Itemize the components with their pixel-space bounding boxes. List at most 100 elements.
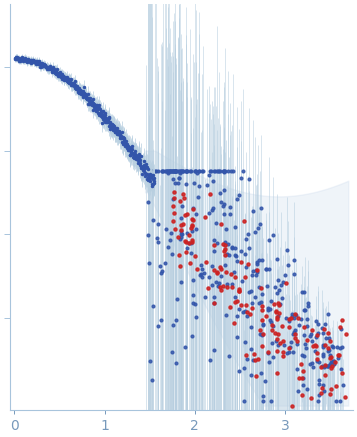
Point <box>218 221 224 228</box>
Point <box>172 225 178 232</box>
Point <box>220 240 226 247</box>
Point <box>189 238 195 245</box>
Point <box>188 225 194 232</box>
Point <box>304 336 310 343</box>
Point <box>186 232 192 239</box>
Point <box>243 302 249 309</box>
Point <box>223 269 229 276</box>
Point <box>255 266 260 273</box>
Point <box>275 299 281 306</box>
Point <box>182 212 187 219</box>
Point <box>310 343 315 350</box>
Point <box>336 351 342 358</box>
Point <box>218 266 224 273</box>
Point <box>340 370 345 377</box>
Point <box>222 246 227 253</box>
Point <box>328 385 334 392</box>
Point <box>318 364 324 371</box>
Point <box>275 313 280 320</box>
Point <box>214 270 220 277</box>
Point <box>202 214 207 221</box>
Point <box>243 352 248 359</box>
Point <box>325 345 331 352</box>
Point <box>280 338 286 345</box>
Point <box>318 390 324 397</box>
Point <box>249 305 255 312</box>
Point <box>259 342 265 349</box>
Point <box>328 337 333 344</box>
Point <box>337 323 343 330</box>
Point <box>280 352 286 359</box>
Point <box>274 315 280 322</box>
Point <box>286 324 292 331</box>
Point <box>276 309 282 316</box>
Point <box>252 357 257 364</box>
Point <box>178 221 184 228</box>
Point <box>274 348 280 355</box>
Point <box>247 310 252 317</box>
Point <box>189 223 195 230</box>
Point <box>178 227 183 234</box>
Point <box>214 268 220 275</box>
Point <box>251 350 257 357</box>
Point <box>187 260 193 267</box>
Point <box>260 330 266 337</box>
Point <box>234 298 240 305</box>
Point <box>319 385 325 392</box>
Point <box>186 239 191 246</box>
Point <box>183 249 189 256</box>
Point <box>236 288 241 295</box>
Point <box>170 203 175 210</box>
Point <box>330 362 335 369</box>
Point <box>276 302 282 309</box>
Point <box>176 252 181 259</box>
Point <box>221 247 227 254</box>
Point <box>260 317 265 324</box>
Point <box>280 349 286 356</box>
Point <box>206 284 211 291</box>
Point <box>308 395 313 402</box>
Point <box>313 343 319 350</box>
Point <box>271 301 277 308</box>
Point <box>171 194 177 201</box>
Point <box>253 372 259 379</box>
Point <box>172 189 177 196</box>
Point <box>230 284 235 291</box>
Point <box>170 218 176 225</box>
Point <box>314 349 320 356</box>
Point <box>322 362 327 369</box>
Point <box>181 194 187 201</box>
Point <box>274 336 280 343</box>
Point <box>298 360 304 367</box>
Point <box>339 317 345 324</box>
Point <box>322 342 327 349</box>
Point <box>238 258 244 265</box>
Point <box>327 391 332 398</box>
Point <box>207 190 213 197</box>
Point <box>309 326 315 333</box>
Point <box>180 191 186 198</box>
Point <box>269 321 275 328</box>
Point <box>189 216 195 223</box>
Point <box>245 309 250 316</box>
Point <box>218 287 224 294</box>
Point <box>211 266 217 273</box>
Point <box>296 315 301 322</box>
Point <box>194 265 200 272</box>
Point <box>222 252 228 259</box>
Point <box>314 331 320 338</box>
Point <box>259 306 265 313</box>
Point <box>283 279 289 286</box>
Point <box>236 286 242 293</box>
Point <box>183 238 189 245</box>
Point <box>232 274 238 281</box>
Point <box>288 315 293 322</box>
Point <box>335 351 341 358</box>
Point <box>328 353 334 360</box>
Point <box>231 320 237 327</box>
Point <box>299 374 305 381</box>
Point <box>182 238 187 245</box>
Point <box>286 316 292 323</box>
Point <box>322 326 327 333</box>
Point <box>217 284 223 291</box>
